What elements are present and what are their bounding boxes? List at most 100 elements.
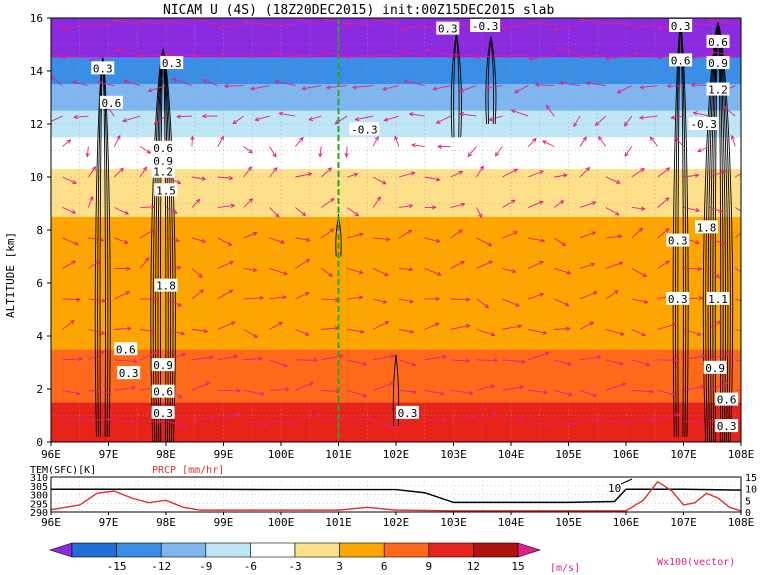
wind-vector — [88, 166, 97, 178]
wind-vector — [243, 267, 258, 273]
wind-vector — [139, 53, 167, 58]
wind-vector — [424, 205, 437, 210]
contour-line — [485, 36, 497, 125]
y-tick-label: 2 — [36, 383, 43, 396]
wind-vector — [62, 260, 77, 269]
wind-vector — [476, 237, 493, 247]
wind-vector — [605, 20, 632, 26]
wind-vector — [403, 79, 425, 87]
wind-vector — [467, 146, 477, 158]
wind-vector — [123, 79, 141, 87]
svg-text:0.3: 0.3 — [119, 367, 139, 380]
wind-vector — [579, 231, 597, 239]
wind-vector — [528, 170, 545, 178]
wind-vector — [88, 237, 105, 242]
x-tick-label: 104E — [498, 448, 525, 461]
wind-vector — [191, 289, 205, 300]
surface-grid — [50, 477, 742, 512]
wind-vector — [557, 46, 581, 56]
x-tick-label: 108E — [728, 448, 755, 461]
wind-vector — [320, 198, 335, 208]
vector-label: Wx100(vector) — [657, 557, 735, 568]
contour-label: 0.3 — [715, 419, 739, 433]
wind-vector — [502, 324, 523, 330]
surface-x-tick-label: 104E — [498, 516, 525, 529]
x-tick-label: 98E — [156, 448, 176, 461]
y-tick-label: 0 — [36, 436, 43, 449]
wind-vector — [372, 298, 388, 304]
contour-line — [150, 48, 176, 442]
wind-vector — [398, 229, 413, 239]
wind-vector — [62, 176, 78, 184]
wind-vector — [295, 292, 310, 300]
wind-vector — [114, 326, 132, 331]
wind-vector — [631, 268, 648, 277]
svg-text:0.3: 0.3 — [398, 407, 418, 420]
colorbar-tick-label: -3 — [288, 560, 301, 573]
surface-x-tick-label: 108E — [728, 516, 755, 529]
wind-vector — [631, 227, 644, 239]
wind-vector — [269, 359, 289, 368]
prcp-tick-label: 10 — [745, 485, 757, 496]
wind-vector — [529, 21, 555, 26]
wind-vector — [269, 207, 280, 218]
wind-vector — [597, 135, 607, 147]
wind-vector — [632, 51, 658, 56]
wind-vector — [354, 115, 374, 122]
wind-vector — [528, 237, 546, 243]
wind-vector — [114, 207, 130, 215]
wind-vector — [450, 297, 471, 302]
wind-vector — [61, 24, 89, 31]
wind-vector — [735, 419, 741, 422]
x-tick-label: 102E — [383, 448, 410, 461]
wind-vector — [62, 319, 75, 330]
surface-x-tick-label: 106E — [613, 516, 640, 529]
y-tick-label: 16 — [30, 12, 43, 25]
wind-vector — [502, 359, 526, 364]
wind-vector — [321, 417, 346, 422]
wind-vector — [450, 389, 474, 396]
wind-vector — [243, 198, 254, 208]
surface-x-tick-label: 98E — [156, 516, 176, 529]
wind-vector — [657, 197, 670, 208]
svg-text:0.3: 0.3 — [438, 23, 458, 36]
wind-vector — [528, 351, 550, 361]
y-tick-label: 10 — [30, 171, 43, 184]
wind-vector — [88, 417, 112, 422]
colorbar-cell — [473, 542, 519, 558]
wind-vector — [605, 420, 632, 425]
wind-vector — [554, 420, 578, 426]
svg-text:0.3: 0.3 — [162, 57, 182, 70]
wind-vector — [631, 417, 657, 423]
wind-vector — [398, 389, 418, 394]
wind-vector — [191, 237, 207, 244]
wind-vector — [553, 24, 581, 31]
svg-text:0.3: 0.3 — [93, 62, 113, 75]
wind-vector — [320, 268, 334, 277]
wind-vector — [657, 358, 679, 363]
colorbar-tick-label: -6 — [244, 560, 257, 573]
wind-vector — [383, 115, 400, 122]
wind-vector — [139, 146, 152, 154]
wind-vector — [476, 260, 494, 269]
wind-vector — [320, 167, 333, 178]
wind-vector — [450, 323, 471, 330]
wind-vector — [167, 19, 192, 26]
wind-vector — [528, 200, 544, 208]
wind-vector — [605, 261, 624, 269]
wind-vector — [301, 85, 322, 91]
wind-vector — [683, 354, 706, 361]
wind-vector — [424, 322, 440, 330]
wind-vector — [139, 229, 155, 239]
wind-vector — [320, 228, 335, 239]
colorbar-cell — [517, 542, 541, 558]
colorbar-tick-label: -12 — [151, 560, 171, 573]
wind-vector — [424, 296, 441, 302]
wind-vector — [249, 85, 270, 91]
contour-label: 0.6 — [706, 34, 730, 49]
wind-vector — [709, 170, 726, 178]
wind-vector — [553, 267, 572, 275]
wind-vector — [372, 420, 394, 429]
wind-vector — [502, 168, 519, 178]
wind-vector — [165, 265, 182, 270]
